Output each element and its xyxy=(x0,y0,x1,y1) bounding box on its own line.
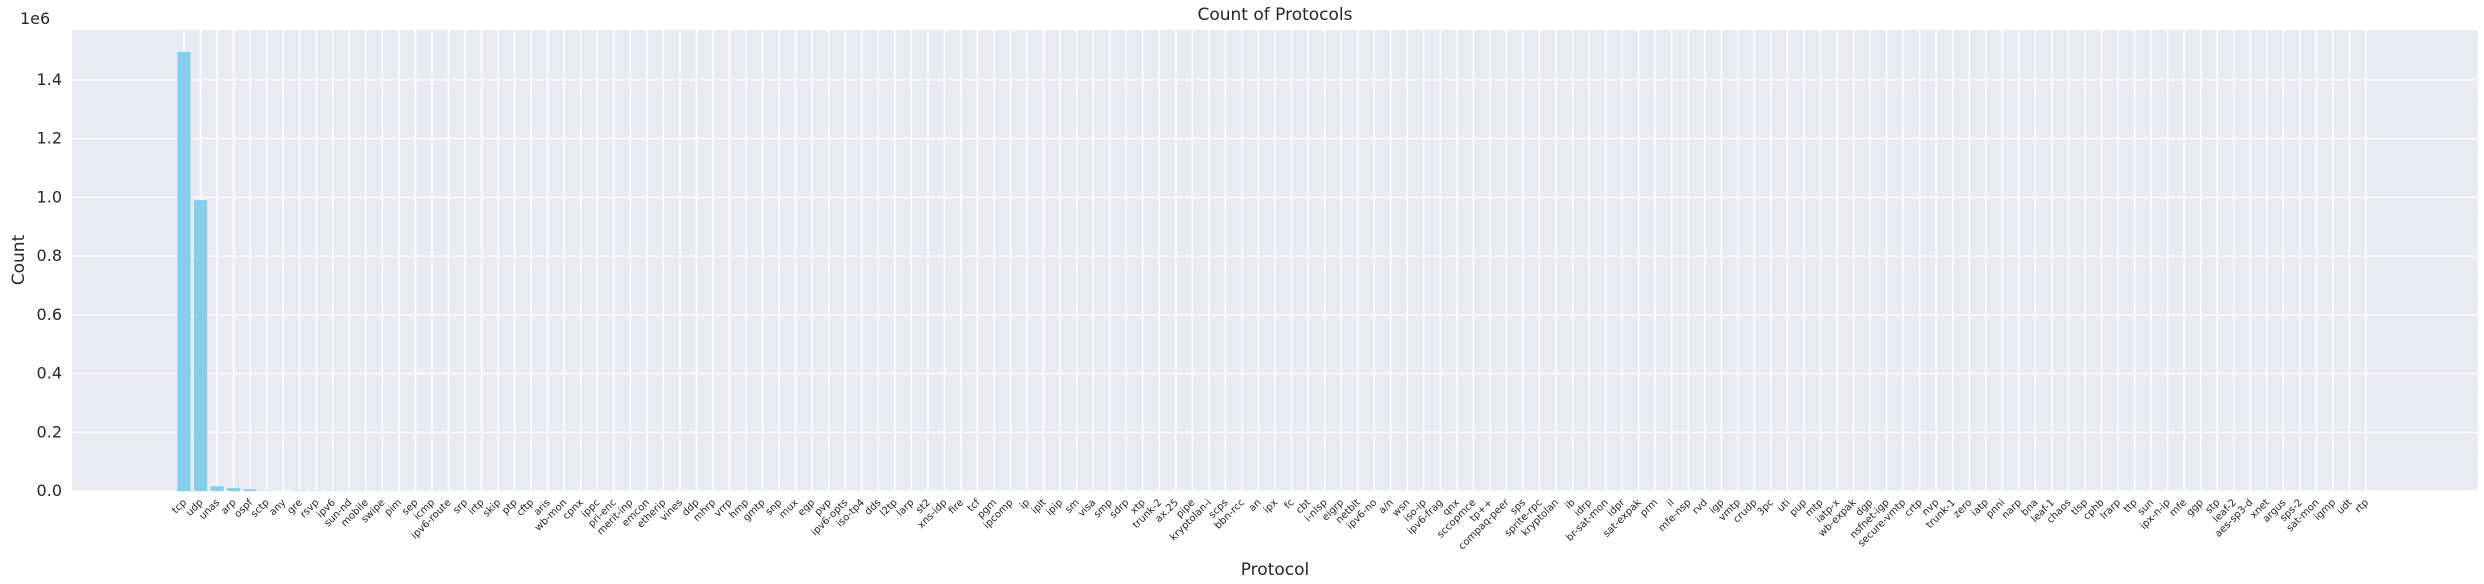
offset-text: 1e6 xyxy=(20,9,50,28)
x-tick-label: an xyxy=(1247,497,1264,514)
x-tick-label: srp xyxy=(451,497,470,516)
x-tick-label: rvd xyxy=(1691,497,1710,516)
y-tick-label: 0.2 xyxy=(37,422,62,441)
x-tick-label: any xyxy=(268,497,289,518)
x-tick-label: iplt xyxy=(1030,497,1049,516)
y-axis-label: Count xyxy=(9,234,29,285)
bar xyxy=(193,200,208,491)
x-axis-label: Protocol xyxy=(1241,560,1310,580)
x-tick-label: prm xyxy=(1638,497,1660,519)
y-tick-label: 1.2 xyxy=(37,129,62,148)
x-tick-label: 3pc xyxy=(1755,497,1776,518)
y-tick-label: 0.0 xyxy=(37,481,62,500)
x-tick-label: ipx xyxy=(1262,497,1280,515)
x-tick-label: fire xyxy=(947,497,966,516)
x-tick-label: rtp xyxy=(2353,497,2371,515)
x-tick-label: dds xyxy=(863,497,883,517)
x-tick-label: ipip xyxy=(1045,497,1066,518)
y-tick-label: 1.4 xyxy=(37,70,62,89)
y-tick-label: 0.8 xyxy=(37,246,62,265)
bar xyxy=(243,489,257,491)
chart-title: Count of Protocols xyxy=(1197,5,1352,25)
bar xyxy=(210,486,224,491)
bar xyxy=(226,488,241,491)
x-tick-label: mfe-nsp xyxy=(1657,497,1694,534)
x-tick-label: il xyxy=(1665,497,1677,509)
y-tick-label: 0.4 xyxy=(37,364,62,383)
y-tick-label: 1.0 xyxy=(37,187,62,206)
y-tick-label: 0.6 xyxy=(37,305,62,324)
bar xyxy=(177,52,191,492)
x-tick-label: udt xyxy=(2335,497,2355,517)
